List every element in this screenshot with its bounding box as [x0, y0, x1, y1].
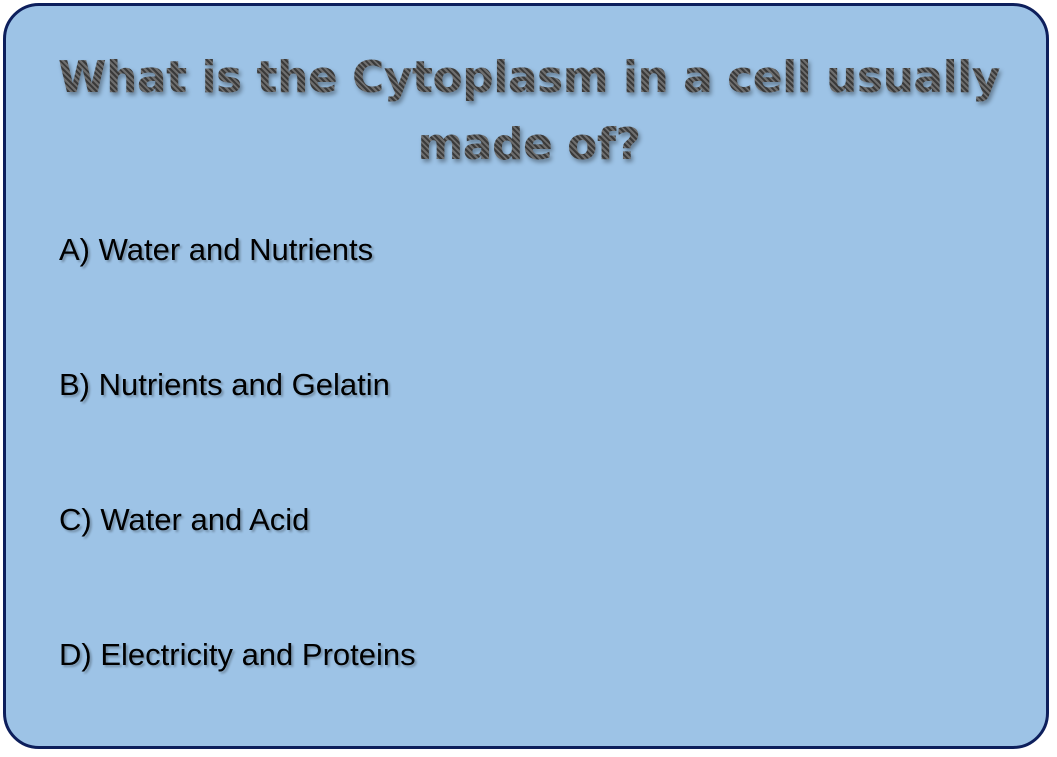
answer-options-list: A) Water and Nutrients B) Nutrients and …	[59, 228, 416, 677]
answer-option-b[interactable]: B) Nutrients and Gelatin	[59, 367, 390, 402]
question-title: What is the Cytoplasm in a cell usually …	[46, 44, 1012, 178]
answer-option-c[interactable]: C) Water and Acid	[59, 502, 310, 537]
quiz-slide: What is the Cytoplasm in a cell usually …	[3, 3, 1049, 749]
answer-option-a[interactable]: A) Water and Nutrients	[59, 232, 374, 267]
answer-option-d[interactable]: D) Electricity and Proteins	[59, 637, 416, 672]
